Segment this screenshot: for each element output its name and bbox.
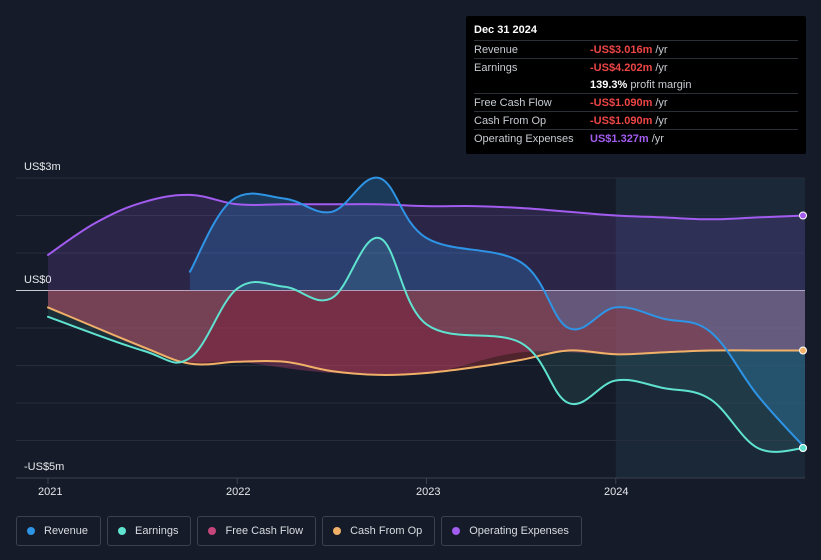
tooltip-row-cash-from-op: Cash From Op -US$1.090m /yr (474, 111, 798, 129)
tooltip-row-earnings: Earnings -US$4.202m /yr (474, 58, 798, 76)
tooltip-label: Operating Expenses (474, 132, 574, 145)
tooltip-unit: /yr (651, 132, 664, 145)
x-tick-2023: 2023 (416, 486, 440, 498)
x-tick-2024: 2024 (604, 486, 628, 498)
tooltip-value: -US$1.090m (590, 96, 653, 109)
tooltip-value: US$1.327m (590, 132, 649, 145)
tooltip-panel: Dec 31 2024 Revenue -US$3.016m /yr Earni… (466, 16, 806, 154)
series-end-point-cash-from-op (799, 346, 807, 355)
x-tick-2022: 2022 (226, 486, 250, 498)
tooltip-value: -US$1.090m (590, 114, 653, 127)
legend-item-operating-expenses[interactable]: Operating Expenses (441, 516, 582, 546)
legend: Revenue Earnings Free Cash Flow Cash Fro… (16, 516, 582, 546)
series-line-earnings (47, 236, 806, 453)
tooltip-row-free-cash-flow: Free Cash Flow -US$1.090m /yr (474, 93, 798, 111)
tooltip-unit: /yr (655, 96, 668, 109)
series-area-earnings (48, 237, 805, 452)
tooltip-unit: /yr (655, 114, 668, 127)
tooltip-value: -US$3.016m (590, 43, 653, 56)
tooltip-row-revenue: Revenue -US$3.016m /yr (474, 40, 798, 58)
tooltip-label: Earnings (474, 61, 518, 74)
legend-dot-icon (27, 527, 35, 535)
legend-label: Cash From Op (350, 525, 423, 537)
legend-item-revenue[interactable]: Revenue (16, 516, 102, 546)
tooltip-unit: profit margin (630, 78, 692, 91)
tooltip-value: -US$4.202m (590, 61, 653, 74)
y-top-label: US$3m (24, 161, 61, 173)
legend-item-free-cash-flow[interactable]: Free Cash Flow (197, 516, 317, 546)
series-line-cash-from-op (47, 306, 806, 376)
tooltip-label: Cash From Op (474, 114, 547, 127)
tooltip-unit: /yr (655, 43, 668, 56)
chart-area: US$3m US$0 -US$5m 2021 2022 2023 2024 (16, 161, 807, 498)
legend-label: Revenue (44, 525, 89, 537)
tooltip-row-operating-expenses: Operating Expenses US$1.327m /yr (474, 129, 798, 147)
tooltip-value: 139.3% (590, 78, 628, 91)
x-tick-2021: 2021 (38, 486, 62, 498)
legend-label: Free Cash Flow (225, 525, 304, 537)
legend-label: Earnings (135, 525, 179, 537)
legend-item-cash-from-op[interactable]: Cash From Op (322, 516, 436, 546)
tooltip-row-profit-margin: 139.3% profit margin (474, 76, 798, 93)
legend-dot-icon (452, 527, 461, 535)
tooltip-unit: /yr (655, 61, 668, 74)
tooltip-label: Revenue (474, 43, 519, 56)
legend-dot-icon (118, 527, 127, 535)
legend-dot-icon (333, 527, 342, 535)
tooltip-label: Free Cash Flow (474, 96, 552, 109)
legend-item-earnings[interactable]: Earnings (107, 516, 192, 546)
series-end-point-earnings (799, 444, 807, 452)
legend-dot-icon (208, 527, 217, 535)
series-line-operating-expenses (47, 193, 806, 256)
y-zero-label: US$0 (24, 274, 52, 286)
series-area-revenue (189, 177, 805, 448)
y-bottom-label: -US$5m (24, 461, 64, 473)
series-end-point-operating-expenses (799, 211, 807, 220)
series-line-revenue (188, 176, 806, 449)
legend-label: Operating Expenses (469, 525, 569, 537)
series-area-operating-expenses (48, 194, 805, 291)
tooltip-date: Dec 31 2024 (474, 24, 537, 36)
